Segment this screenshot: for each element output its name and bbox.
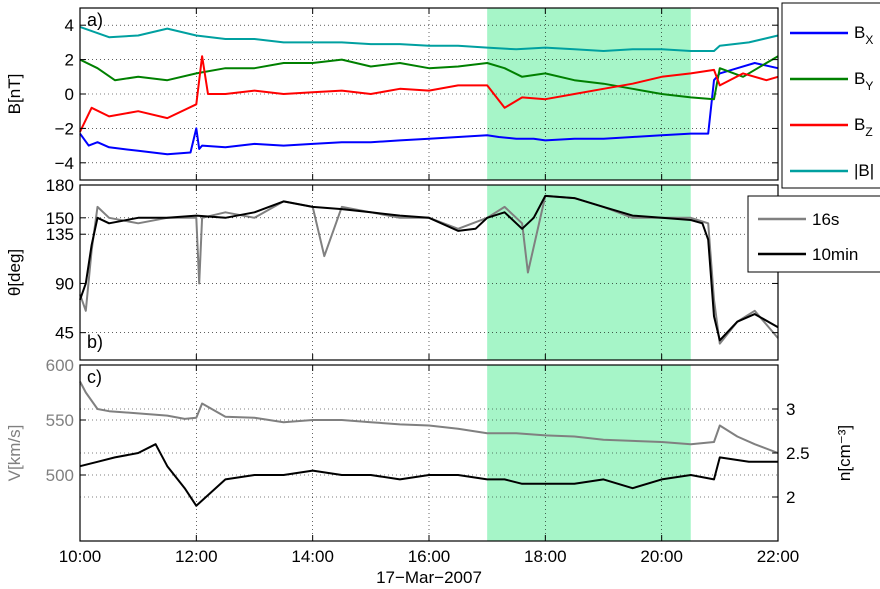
highlight-layer	[487, 8, 691, 541]
y-tick-label: −2	[55, 119, 74, 138]
y-tick-label: 135	[46, 225, 74, 244]
y-axis-label-panel-3: V[km/s]	[5, 425, 24, 482]
y-tick-label: 600	[46, 356, 74, 375]
legend-box-b	[747, 195, 880, 273]
series-line-B-panel-1	[79, 25, 779, 52]
legend-entry-label: |B|	[854, 161, 874, 180]
y-tick-label-right: 3	[786, 400, 795, 419]
y-tick-label-right: 2.5	[786, 444, 810, 463]
series-line-V-panel-3	[79, 381, 779, 454]
y-tick-label: 500	[46, 466, 74, 485]
panel-label-3: c)	[87, 367, 102, 387]
series-line-Bx-panel-1	[79, 62, 779, 156]
x-tick-label: 12:00	[175, 547, 218, 566]
x-tick-label: 16:00	[408, 547, 451, 566]
y-axis-label-panel-1: B[nT]	[5, 74, 24, 115]
legend-entry-label: 16s	[812, 210, 839, 229]
x-tick-label: 14:00	[291, 547, 334, 566]
y-tick-label: 550	[46, 411, 74, 430]
y-tick-label-right: 2	[786, 488, 795, 507]
panel-label-2: b)	[87, 332, 103, 352]
series-layer	[79, 25, 779, 507]
y-tick-label: 0	[65, 85, 74, 104]
y-tick-label: 90	[55, 274, 74, 293]
y-axis-label-panel-2: θ[deg]	[5, 249, 24, 296]
y-axis-label-right: n[cm⁻³]	[835, 425, 854, 481]
highlight-interval-panel-2	[487, 185, 691, 360]
x-tick-label: 10:00	[59, 547, 102, 566]
series-line-n-panel-3	[79, 443, 778, 507]
y-tick-label: 180	[46, 176, 74, 195]
y-tick-label: −4	[55, 154, 74, 173]
x-tick-label: 20:00	[640, 547, 683, 566]
series-line-By-panel-1	[79, 55, 779, 101]
legend-panel-b: 16s 10min	[747, 195, 880, 273]
x-tick-label: 18:00	[524, 547, 567, 566]
y-tick-label: 45	[55, 324, 74, 343]
x-tick-label: 22:00	[757, 547, 800, 566]
legend-entry-label: 10min	[812, 245, 858, 264]
panel-label-1: a)	[87, 10, 103, 30]
y-tick-label: 4	[65, 16, 74, 35]
axes-layer	[79, 7, 779, 542]
y-tick-label: 150	[46, 209, 74, 228]
series-line-Bz-panel-1	[79, 55, 779, 133]
y-tick-label: 2	[65, 51, 74, 70]
x-axis-label: 17−Mar−2007	[376, 568, 482, 587]
series-line-10min-panel-2	[79, 194, 779, 342]
